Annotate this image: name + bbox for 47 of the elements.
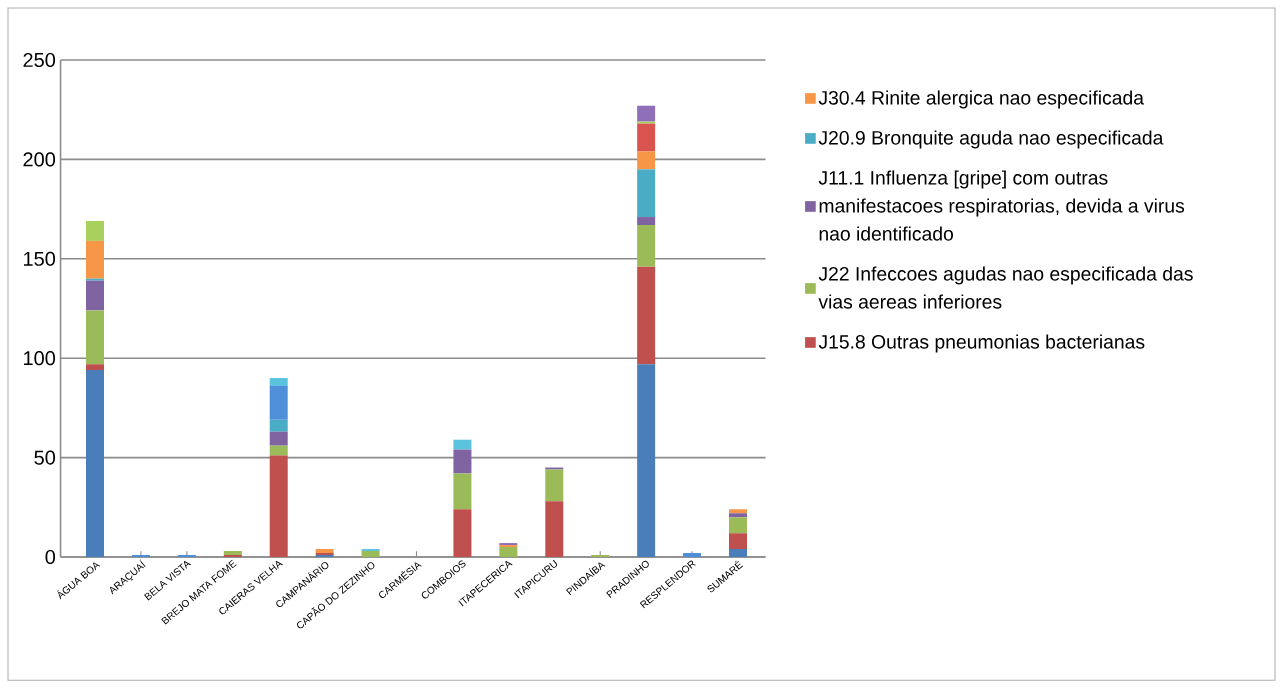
bar: [545, 501, 564, 557]
bar: [637, 123, 656, 152]
bar: [86, 370, 105, 557]
bar: [269, 455, 288, 557]
bar: [637, 105, 656, 122]
y-tick-label: 250: [23, 52, 56, 68]
legend-label: J20.9 Bronquite aguda nao especificada: [818, 130, 1164, 149]
y-tick-label: 0: [45, 549, 56, 565]
bar: [453, 473, 472, 510]
bar: [86, 364, 105, 371]
legend-label: J15.8 Outras pneumonias bacterianas: [818, 334, 1145, 353]
bar: [269, 386, 288, 420]
bar: [453, 439, 472, 450]
bar: [361, 551, 380, 557]
bar: [637, 224, 656, 267]
legend-label: J11.1 Influenza [gripe] com outras manifestacoes respiratorias, devida a virus nao identificado: [818, 170, 1185, 241]
bar: [499, 547, 518, 557]
bar: [269, 431, 288, 446]
bar: [729, 509, 747, 514]
bar: [223, 551, 242, 555]
bar: [545, 469, 564, 502]
bar: [637, 217, 656, 225]
bar: [729, 549, 747, 557]
bar: [269, 419, 288, 432]
bar: [683, 553, 702, 557]
y-tick-label: 100: [24, 351, 56, 366]
bar: [637, 364, 656, 557]
legend-label: J22 Infeccoes agudas nao especificada das vias aereas inferiores: [818, 266, 1193, 309]
bar: [637, 151, 656, 170]
y-tick-label: 50: [34, 450, 56, 465]
bar: [269, 445, 288, 456]
bar: [729, 513, 747, 518]
bar: [86, 310, 105, 365]
bar: [86, 221, 105, 241]
bar: [729, 533, 747, 550]
bar: [637, 266, 656, 365]
bar: [86, 280, 105, 311]
legend-label: J30.4 Rinite alergica nao especificada: [818, 90, 1144, 109]
bar: [315, 549, 334, 554]
bar: [86, 240, 105, 279]
bar: [453, 449, 472, 474]
y-tick-label: 150: [24, 251, 56, 266]
y-tick-label: 200: [23, 152, 56, 167]
bar: [729, 517, 747, 534]
bar: [637, 169, 656, 218]
bar: [269, 378, 288, 387]
bar: [453, 509, 472, 557]
